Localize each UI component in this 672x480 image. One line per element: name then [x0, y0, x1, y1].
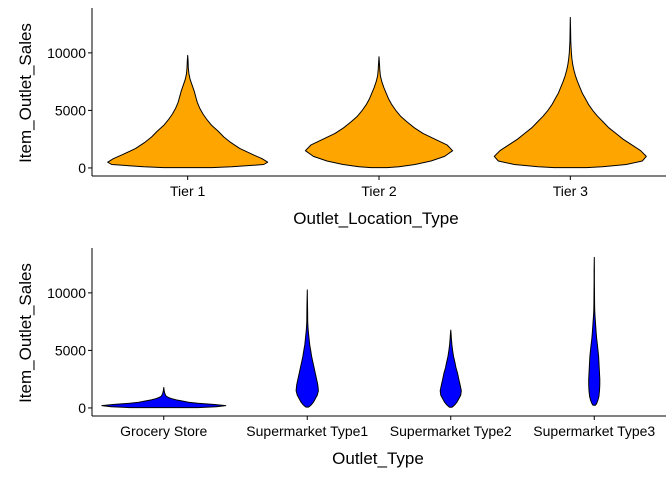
x-axis-title: Outlet_Type	[332, 449, 424, 468]
y-axis-title: Item_Outlet_Sales	[16, 263, 35, 403]
violin-grocery-store	[101, 387, 227, 409]
x-ticks: Grocery Store Supermarket Type1 Supermarke…	[120, 416, 655, 439]
y-axis-title: Item_Outlet_Sales	[16, 23, 35, 163]
x-tick-label-tier-3: Tier 3	[553, 183, 588, 199]
y-tick-label: 10000	[47, 45, 86, 61]
y-tick-label: 0	[78, 160, 86, 176]
x-tick-label-supermarket-type2: Supermarket Type2	[390, 423, 512, 439]
x-tick-label-tier-2: Tier 2	[361, 183, 396, 199]
y-tick-label: 5000	[55, 102, 86, 118]
x-tick-label-grocery-store: Grocery Store	[120, 423, 207, 439]
violin-group	[101, 256, 601, 409]
violin-tier-2	[304, 56, 454, 169]
x-tick-label-supermarket-type1: Supermarket Type1	[246, 423, 368, 439]
y-tick-label: 5000	[55, 342, 86, 358]
x-ticks: Tier 1 Tier 2 Tier 3	[170, 176, 588, 199]
violin-group	[107, 16, 647, 169]
violin-supermarket-type3	[588, 256, 601, 406]
y-tick-label: 0	[78, 400, 86, 416]
x-tick-label-supermarket-type3: Supermarket Type3	[533, 423, 655, 439]
y-ticks: 0 5000 10000	[47, 285, 92, 416]
violin-panel-outlet-type: 0 5000 10000 Grocery Store Supermarket Type…	[16, 248, 666, 468]
y-ticks: 0 5000 10000	[47, 45, 92, 176]
x-axis-title: Outlet_Location_Type	[293, 209, 458, 228]
violin-supermarket-type2	[439, 329, 462, 408]
violin-panel-location-type: 0 5000 10000 Tier 1 Tier 2 Tier 3 Outlet_Loc…	[16, 8, 666, 228]
x-tick-label-tier-1: Tier 1	[170, 183, 205, 199]
violin-tier-1	[107, 54, 269, 169]
violin-supermarket-type1	[295, 289, 319, 408]
y-tick-label: 10000	[47, 285, 86, 301]
violin-tier-3	[493, 16, 647, 169]
